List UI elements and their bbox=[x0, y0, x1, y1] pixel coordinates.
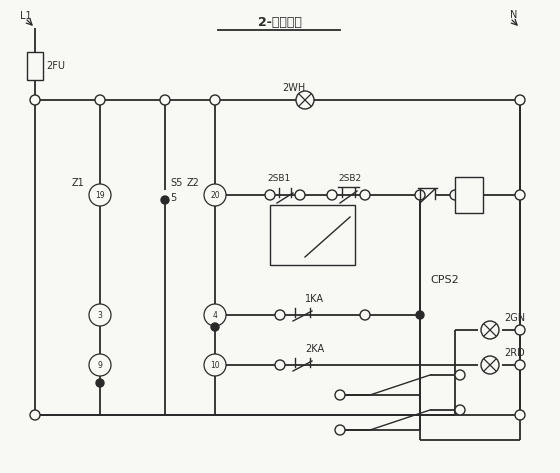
Bar bbox=[270, 205, 355, 265]
Circle shape bbox=[327, 190, 337, 200]
Circle shape bbox=[515, 360, 525, 370]
Circle shape bbox=[204, 184, 226, 206]
Circle shape bbox=[455, 405, 465, 415]
Circle shape bbox=[161, 196, 169, 204]
Circle shape bbox=[96, 379, 104, 387]
Text: 2SB2: 2SB2 bbox=[338, 174, 361, 183]
Circle shape bbox=[335, 390, 345, 400]
Circle shape bbox=[204, 354, 226, 376]
Text: 4: 4 bbox=[213, 310, 217, 319]
Circle shape bbox=[415, 190, 425, 200]
Text: 20: 20 bbox=[210, 191, 220, 200]
Circle shape bbox=[160, 95, 170, 105]
Text: L1: L1 bbox=[20, 11, 31, 21]
Text: 3: 3 bbox=[97, 310, 102, 319]
Circle shape bbox=[481, 356, 499, 374]
Circle shape bbox=[295, 190, 305, 200]
Text: 2RD: 2RD bbox=[504, 348, 525, 358]
Text: 19: 19 bbox=[95, 191, 105, 200]
Circle shape bbox=[515, 95, 525, 105]
Circle shape bbox=[515, 410, 525, 420]
Text: 10: 10 bbox=[210, 360, 220, 369]
Circle shape bbox=[95, 95, 105, 105]
Circle shape bbox=[416, 311, 424, 319]
Circle shape bbox=[89, 354, 111, 376]
Text: 2GN: 2GN bbox=[504, 313, 525, 323]
Bar bbox=[455, 177, 483, 213]
Text: Z1: Z1 bbox=[72, 178, 85, 188]
Circle shape bbox=[481, 321, 499, 339]
Circle shape bbox=[265, 190, 275, 200]
Text: CPS2: CPS2 bbox=[430, 275, 459, 285]
Text: 5: 5 bbox=[170, 193, 176, 203]
Circle shape bbox=[89, 184, 111, 206]
Text: Z2: Z2 bbox=[187, 178, 200, 188]
Text: 2FU: 2FU bbox=[46, 61, 65, 71]
Circle shape bbox=[360, 190, 370, 200]
Circle shape bbox=[89, 304, 111, 326]
Text: 2WH: 2WH bbox=[282, 83, 305, 93]
Circle shape bbox=[360, 310, 370, 320]
Circle shape bbox=[210, 95, 220, 105]
Text: 2SB1: 2SB1 bbox=[267, 174, 290, 183]
Circle shape bbox=[30, 410, 40, 420]
Text: 2KA: 2KA bbox=[305, 344, 324, 354]
Text: 9: 9 bbox=[97, 360, 102, 369]
Circle shape bbox=[296, 91, 314, 109]
Bar bbox=[27, 52, 43, 80]
Text: S5: S5 bbox=[170, 178, 183, 188]
Circle shape bbox=[211, 323, 219, 331]
Circle shape bbox=[275, 360, 285, 370]
Circle shape bbox=[455, 370, 465, 380]
Text: N: N bbox=[510, 10, 517, 20]
Circle shape bbox=[515, 190, 525, 200]
Circle shape bbox=[275, 310, 285, 320]
Circle shape bbox=[450, 190, 460, 200]
Text: 2-泵控制图: 2-泵控制图 bbox=[258, 16, 302, 28]
Circle shape bbox=[30, 95, 40, 105]
Circle shape bbox=[204, 304, 226, 326]
Text: 1KA: 1KA bbox=[305, 294, 324, 304]
Circle shape bbox=[335, 425, 345, 435]
Circle shape bbox=[515, 325, 525, 335]
